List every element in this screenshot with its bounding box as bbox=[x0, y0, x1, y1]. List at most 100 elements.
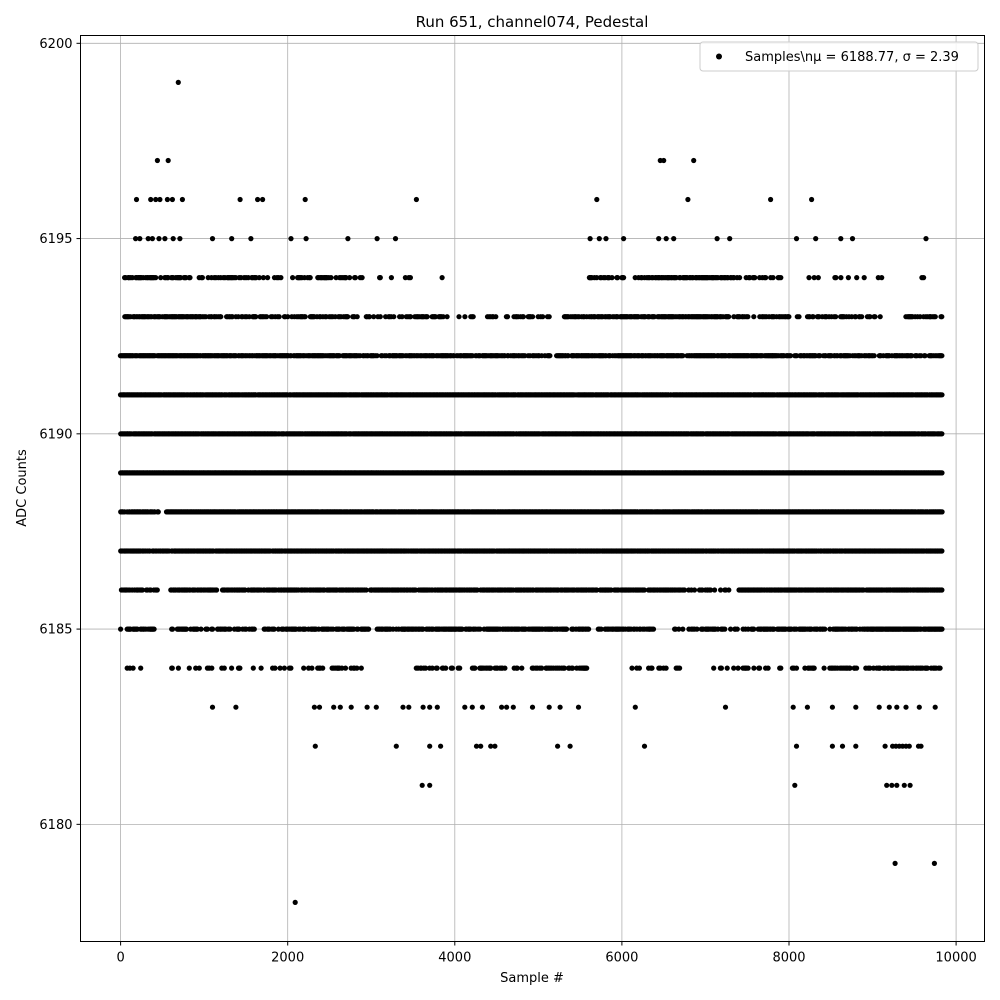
data-point bbox=[449, 665, 455, 671]
data-point bbox=[221, 665, 227, 671]
data-point bbox=[751, 626, 757, 632]
data-point bbox=[209, 665, 215, 671]
data-point bbox=[194, 626, 200, 632]
data-point bbox=[358, 665, 364, 671]
data-point bbox=[354, 665, 360, 671]
data-point bbox=[186, 665, 192, 671]
data-point bbox=[694, 626, 700, 632]
data-point bbox=[429, 665, 435, 671]
data-points bbox=[117, 79, 945, 906]
data-point bbox=[477, 626, 483, 632]
data-point bbox=[939, 509, 945, 515]
data-point bbox=[757, 665, 763, 671]
data-point bbox=[641, 587, 648, 593]
data-point bbox=[170, 626, 176, 632]
data-point bbox=[366, 626, 372, 632]
data-point bbox=[277, 665, 283, 671]
data-point bbox=[210, 626, 216, 632]
data-point bbox=[423, 665, 429, 671]
data-point bbox=[867, 665, 873, 671]
data-point bbox=[939, 548, 945, 554]
data-point bbox=[811, 665, 817, 671]
data-point bbox=[629, 665, 635, 671]
data-point bbox=[250, 665, 256, 671]
data-point bbox=[793, 665, 800, 671]
data-point bbox=[183, 626, 190, 632]
data-point bbox=[847, 665, 853, 671]
data-point bbox=[778, 665, 784, 671]
data-point bbox=[214, 587, 220, 593]
data-point bbox=[636, 665, 643, 671]
data-point bbox=[342, 665, 349, 671]
data-point bbox=[288, 665, 294, 671]
data-point bbox=[677, 665, 683, 671]
data-point bbox=[154, 587, 160, 593]
data-point bbox=[281, 665, 287, 671]
data-point bbox=[676, 626, 682, 632]
data-point bbox=[731, 665, 737, 671]
data-point bbox=[272, 665, 278, 671]
data-point bbox=[726, 587, 732, 593]
data-point bbox=[663, 665, 669, 671]
data-point bbox=[564, 626, 570, 632]
data-point bbox=[924, 665, 931, 671]
data-point bbox=[722, 626, 728, 632]
data-point bbox=[502, 665, 508, 671]
data-point bbox=[854, 665, 860, 671]
data-point bbox=[711, 665, 717, 671]
data-point bbox=[939, 470, 945, 476]
data-point bbox=[939, 626, 945, 632]
data-point bbox=[822, 626, 828, 632]
data-point bbox=[118, 626, 124, 632]
data-point bbox=[751, 665, 757, 671]
data-point bbox=[519, 665, 525, 671]
data-point bbox=[724, 665, 730, 671]
data-point bbox=[712, 587, 718, 593]
data-point bbox=[584, 665, 590, 671]
data-point bbox=[514, 665, 520, 671]
data-point bbox=[939, 587, 945, 593]
data-point bbox=[570, 665, 576, 671]
data-point bbox=[169, 665, 175, 671]
data-point bbox=[937, 665, 943, 671]
data-point bbox=[204, 626, 210, 632]
data-point bbox=[735, 665, 741, 671]
data-point bbox=[681, 587, 688, 593]
data-point bbox=[320, 665, 326, 671]
data-point bbox=[691, 587, 698, 593]
data-point bbox=[457, 665, 463, 671]
data-point bbox=[708, 587, 714, 593]
data-point bbox=[196, 665, 202, 671]
data-point bbox=[434, 665, 440, 671]
data-point bbox=[821, 665, 827, 671]
data-point bbox=[175, 665, 181, 671]
data-point bbox=[650, 626, 657, 632]
data-point bbox=[472, 665, 478, 671]
data-point bbox=[363, 587, 369, 593]
data-point bbox=[229, 665, 235, 671]
data-point bbox=[539, 665, 545, 671]
data-point bbox=[227, 626, 233, 632]
data-point bbox=[237, 665, 243, 671]
data-point bbox=[193, 665, 199, 671]
data-point bbox=[728, 626, 734, 632]
data-point bbox=[680, 626, 686, 632]
data-point bbox=[151, 626, 157, 632]
data-point bbox=[561, 665, 568, 671]
data-point bbox=[649, 665, 655, 671]
data-point bbox=[734, 626, 740, 632]
data-point bbox=[718, 587, 724, 593]
data-point bbox=[251, 626, 257, 632]
data-point bbox=[198, 626, 204, 632]
data-point bbox=[258, 665, 264, 671]
data-point bbox=[139, 587, 145, 593]
data-point bbox=[443, 665, 449, 671]
data-point bbox=[271, 626, 277, 632]
data-point bbox=[301, 665, 307, 671]
data-point bbox=[339, 665, 345, 671]
data-point bbox=[718, 665, 725, 671]
data-point bbox=[488, 665, 494, 671]
data-point bbox=[765, 665, 771, 671]
